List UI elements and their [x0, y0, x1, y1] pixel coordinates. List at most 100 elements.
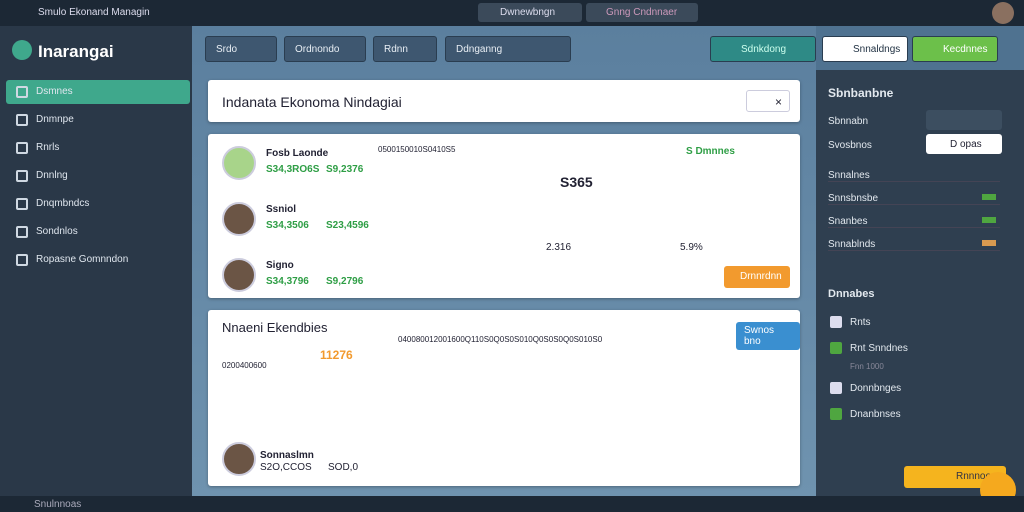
nav-label: Ropasne Gomnndon: [36, 254, 129, 265]
nav-item[interactable]: Ropasne Gomnndon: [6, 248, 190, 272]
highlight: 11276: [320, 348, 353, 362]
small-chart: 0200400600: [222, 360, 267, 371]
app-title: Smulo Ekonand Managin: [38, 7, 150, 18]
nav-icon: [16, 226, 28, 238]
x-tick-label: S0: [592, 335, 603, 344]
item-label[interactable]: Rnt Snndnes: [850, 343, 908, 354]
y-tick-label: 0: [398, 335, 403, 344]
close[interactable]: ×: [746, 90, 790, 112]
item-label[interactable]: Dnanbnses: [850, 409, 901, 420]
list-item: Snanbes: [828, 216, 1000, 228]
x-tick-label: 10: [413, 145, 423, 154]
select[interactable]: Gnng Cndnnaer: [586, 3, 698, 22]
big-chart: 040080012001600Q110S0Q0S0S010Q0S0S0Q0S01…: [398, 334, 602, 345]
y-tick-label: 600: [253, 361, 267, 370]
footer-text: Snulnnoas: [34, 499, 82, 510]
tooltip: Swnos bno: [736, 322, 800, 350]
person-name: Ssniol: [266, 204, 297, 215]
person-name: Signo: [266, 260, 294, 271]
person-name: Sonnaslmn: [260, 450, 314, 461]
field-label: Sbnnabn: [828, 116, 869, 127]
x-tick-label: S0: [553, 335, 563, 344]
gauge-legend: S Dmnnes: [686, 146, 735, 157]
search[interactable]: Dwnewbngn: [478, 3, 582, 22]
person-value: SOD,0: [328, 462, 359, 473]
person-amount: S34,3796: [266, 276, 309, 287]
action-button[interactable]: Sdnkdong: [710, 36, 816, 62]
brand: Inarangai: [38, 42, 114, 61]
field-input[interactable]: [926, 110, 1002, 130]
gauge-note: 5.9%: [680, 242, 703, 253]
toolbar-button[interactable]: Ddnganng: [445, 36, 571, 62]
sidebar: Inarangai Dsmnes Dnmnpe Rnrls Dnnlng Dnqmbnd…: [0, 26, 192, 496]
action-button[interactable]: Kecdnnes: [912, 36, 998, 62]
gauge: S365: [560, 174, 593, 190]
x-tick-label: S0: [573, 335, 584, 344]
nav-item[interactable]: Rnrls: [6, 136, 190, 160]
toolbar-button[interactable]: Rdnn: [373, 36, 437, 62]
list-indicator: [982, 194, 996, 200]
avatar[interactable]: [992, 2, 1014, 24]
nav-item[interactable]: Dnmnpe: [6, 108, 190, 132]
action-button[interactable]: Snnaldngs: [822, 36, 908, 62]
nav-item[interactable]: Dsmnes: [6, 80, 190, 104]
savings-card: Nnaeni Ekendbies 11276 0200400600 Sonnaslmn…: [208, 310, 800, 486]
person-change: S9,2376: [326, 164, 364, 175]
nav-icon: [16, 254, 28, 266]
nav-item[interactable]: Dnnlng: [6, 164, 190, 188]
nav-label: Sondnlos: [36, 226, 78, 237]
bar-chart: 0500150010S0410S5: [378, 144, 455, 155]
item-label[interactable]: Rnts: [850, 317, 871, 328]
logo: [12, 40, 32, 60]
x-tick-label: S0: [514, 335, 524, 344]
list-item: Snnsbnsbe: [828, 193, 1000, 205]
item-label[interactable]: Donnbnges: [850, 383, 902, 394]
y-tick-label: 800: [415, 335, 430, 344]
x-tick-label: Q0: [532, 335, 544, 344]
section-title: Dnnabes: [828, 288, 875, 300]
x-tick-label: 10: [523, 335, 533, 344]
item-icon: [830, 316, 842, 328]
panel-title: Sbnbanbne: [828, 86, 894, 100]
x-tick-label: S04: [422, 145, 437, 154]
person-name: Fosb Laonde: [266, 148, 329, 159]
x-tick-label: S0: [483, 335, 494, 344]
item-icon: [830, 342, 842, 354]
nav-label: Dnnlng: [36, 170, 68, 181]
nav-item[interactable]: Sondnlos: [6, 220, 190, 244]
y-tick-label: 400: [239, 361, 254, 370]
x-tick-label: 10: [474, 335, 484, 344]
nav-icon: [16, 114, 28, 126]
nav-label: Dsmnes: [36, 86, 73, 97]
y-tick-label: 0: [378, 145, 383, 154]
person-change: S23,4596: [326, 220, 369, 231]
right-panel: Sbnbanbne Sbnnabn Svosbnos D opas Snnalnes Sn…: [816, 70, 1024, 508]
header-title: Indanata Ekonoma Nindagiai: [222, 94, 402, 110]
item-sub: Fnn 1000: [850, 362, 884, 371]
x-tick-label: Q0: [493, 335, 505, 344]
header-card: Indanata Ekonoma Nindagiai ×: [208, 80, 800, 122]
top-bar: Smulo Ekonand Managin Dwnewbngn Gnng Cnd…: [0, 0, 1024, 26]
person-change: S9,2796: [326, 276, 364, 287]
gauge-button[interactable]: Drnnrdnn: [724, 266, 790, 288]
list-item: Snnalnes: [828, 170, 1000, 182]
y-tick-label: 0: [222, 361, 227, 370]
toolbar-button[interactable]: Srdo: [205, 36, 277, 62]
avatar: [222, 258, 256, 292]
x-tick-label: Q1: [464, 335, 475, 344]
nav-icon: [16, 170, 28, 182]
x-tick-label: S5: [445, 145, 456, 154]
gauge-label: S365: [560, 174, 593, 190]
nav-icon: [16, 86, 28, 98]
avatar: [222, 146, 256, 180]
item-icon: [830, 382, 842, 394]
y-tick-label: 1200: [429, 335, 447, 344]
stats-card: Fosb Laonde S34,3RO6S S9,2376 Ssniol S34,350…: [208, 134, 800, 298]
toolbar-button[interactable]: Ordnondo: [284, 36, 366, 62]
field-input[interactable]: D opas: [926, 134, 1002, 154]
x-tick-label: 10: [436, 145, 446, 154]
nav-item[interactable]: Dnqmbndcs: [6, 192, 190, 216]
avatar: [222, 202, 256, 236]
list-indicator: [982, 240, 996, 246]
